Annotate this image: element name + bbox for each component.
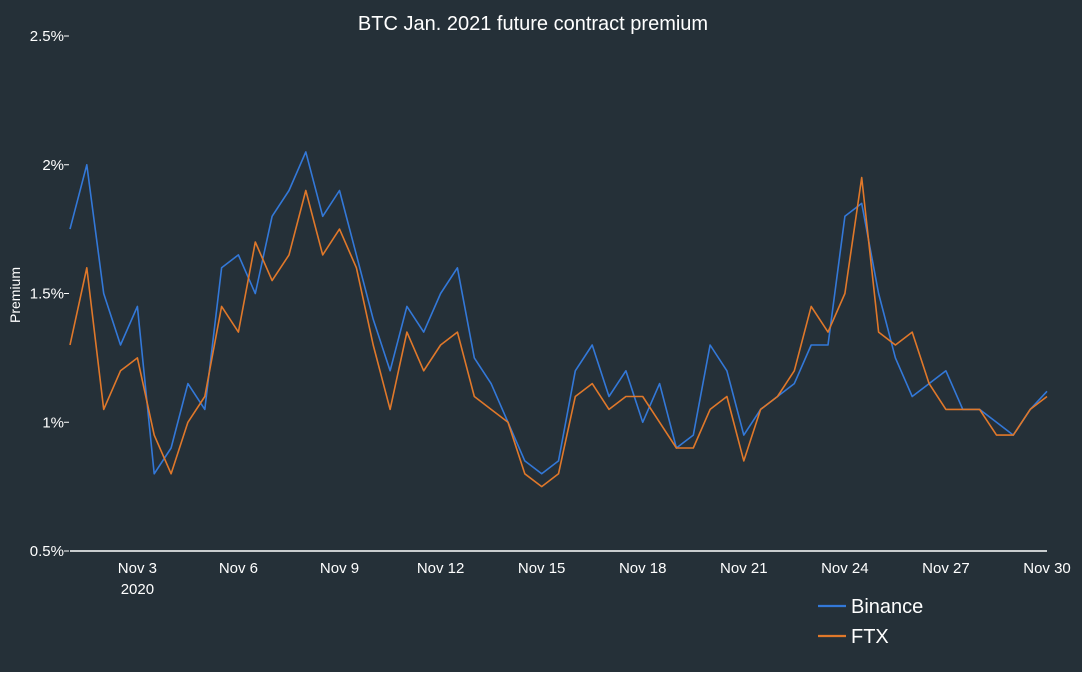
legend-label-ftx: FTX — [851, 626, 889, 648]
y-axis-label: Premium — [7, 267, 23, 323]
x-tick-label-8: Nov 27 — [922, 560, 970, 577]
x-tick-sublabel-0: 2020 — [121, 581, 154, 598]
y-tick-label-1: 1% — [42, 414, 64, 431]
series-line-ftx[interactable] — [69, 176, 1048, 488]
y-tick-label-2: 1.5% — [30, 286, 64, 303]
x-tick-label-2: Nov 9 — [320, 560, 359, 577]
x-tick-label-9: Nov 30 — [1023, 560, 1071, 577]
x-tick-label-0: Nov 3 — [118, 560, 157, 577]
x-tick-label-5: Nov 18 — [619, 560, 667, 577]
legend-item-ftx[interactable]: FTX — [818, 626, 889, 648]
x-tick-label-6: Nov 21 — [720, 560, 768, 577]
series-line-binance[interactable] — [69, 151, 1048, 475]
series-layer — [69, 151, 1048, 488]
chart-title: BTC Jan. 2021 future contract premium — [358, 13, 708, 35]
y-tick-label-0: 0.5% — [30, 543, 64, 560]
y-tick-label-4: 2.5% — [30, 28, 64, 45]
legend-item-binance[interactable]: Binance — [818, 596, 923, 618]
x-tick-label-1: Nov 6 — [219, 560, 258, 577]
x-ticks: Nov 3 2020 Nov 6 Nov 9 Nov 12 Nov 15 Nov 18 Nov… — [118, 560, 1071, 598]
y-tick-label-3: 2% — [42, 157, 64, 174]
x-tick-label-7: Nov 24 — [821, 560, 869, 577]
legend-label-binance: Binance — [851, 596, 923, 618]
legend: Binance FTX — [818, 596, 923, 648]
y-ticks: 0.5% 1% 1.5% 2% 2.5% — [30, 28, 69, 560]
x-tick-label-3: Nov 12 — [417, 560, 465, 577]
x-tick-label-4: Nov 15 — [518, 560, 566, 577]
